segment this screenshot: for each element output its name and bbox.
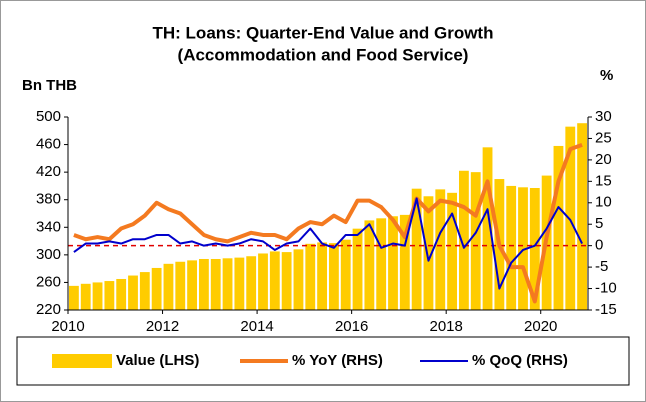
bar [69, 285, 79, 310]
bar [423, 196, 434, 310]
bar [388, 216, 398, 310]
bar [553, 145, 564, 310]
legend-label: % QoQ (RHS) [472, 352, 568, 369]
bar [364, 220, 375, 310]
bar [518, 187, 528, 310]
bar [399, 214, 410, 310]
y2-axis-label: % [600, 67, 613, 84]
y-tick-label: 220 [36, 301, 61, 318]
bar [163, 263, 174, 310]
bar [565, 126, 576, 311]
bar [116, 278, 127, 310]
bar [128, 275, 138, 310]
y2-tick-label: 25 [595, 129, 612, 146]
legend-label: Value (LHS) [116, 352, 199, 369]
bar [139, 272, 150, 310]
x-tick-label: 2018 [429, 318, 462, 335]
bar [92, 282, 103, 310]
y-tick-label: 340 [36, 218, 61, 235]
y2-tick-label: -15 [595, 301, 617, 318]
bar [210, 258, 221, 310]
bar [222, 258, 233, 310]
bar [175, 261, 186, 310]
y-axis-label: Bn THB [22, 77, 77, 94]
bar [411, 188, 422, 310]
y2-tick-label: -10 [595, 280, 617, 297]
bar [376, 218, 387, 310]
x-tick-label: 2016 [335, 318, 368, 335]
bar [80, 283, 91, 310]
y2-tick-label: 5 [595, 215, 603, 232]
bar [577, 123, 587, 310]
y2-tick-label: -5 [595, 258, 608, 275]
y2-tick-label: 15 [595, 172, 612, 189]
bar [258, 253, 268, 310]
y-tick-label: 460 [36, 136, 61, 153]
bar [269, 251, 280, 310]
y-tick-label: 420 [36, 163, 61, 180]
bar [482, 147, 493, 310]
bar [470, 172, 481, 310]
legend-box [16, 336, 630, 386]
bar [506, 185, 517, 310]
bar [151, 267, 162, 310]
bar [352, 228, 363, 310]
x-tick-label: 2020 [524, 318, 557, 335]
y2-tick-label: 0 [595, 237, 603, 254]
bar [246, 256, 257, 310]
bar [199, 258, 209, 310]
chart-title: TH: Loans: Quarter-End Value and Growth [153, 23, 494, 42]
line-series [73, 142, 583, 304]
x-tick-label: 2014 [240, 318, 273, 335]
y-tick-label: 260 [36, 273, 61, 290]
y-tick-label: 500 [36, 108, 61, 125]
chart-subtitle: (Accommodation and Food Service) [178, 45, 469, 64]
bar [234, 257, 245, 310]
line-series [73, 197, 583, 290]
bar [317, 242, 327, 310]
y2-tick-label: 10 [595, 194, 612, 211]
y-tick-label: 300 [36, 246, 61, 263]
y2-tick-label: 30 [595, 108, 612, 125]
bar [447, 192, 457, 310]
bar [104, 281, 115, 310]
y2-tick-label: 20 [595, 151, 612, 168]
x-tick-label: 2010 [51, 318, 84, 335]
bar [435, 189, 446, 310]
bar [305, 243, 316, 310]
legend-label: % YoY (RHS) [292, 352, 383, 369]
y-tick-label: 380 [36, 191, 61, 208]
bar [340, 239, 351, 310]
bar [281, 252, 292, 310]
bar [529, 187, 540, 310]
bar [187, 260, 197, 310]
legend-swatch [52, 354, 112, 368]
x-tick-label: 2012 [146, 318, 179, 335]
bar [459, 170, 469, 310]
bar [293, 249, 304, 310]
bar [329, 243, 339, 310]
